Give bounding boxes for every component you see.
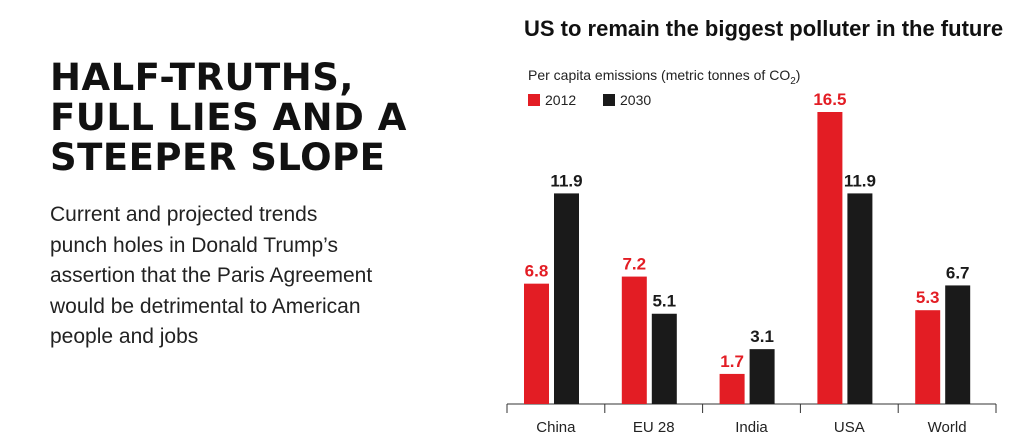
chart-legend: 2012 2030 (528, 92, 651, 108)
data-label-usa-2012: 16.5 (813, 90, 846, 109)
intro-line-2: punch holes in Donald Trump’s (50, 233, 338, 257)
x-tick-label-china: China (536, 419, 576, 436)
x-tick-label-world: World (928, 419, 967, 436)
headline: HALF-TRUTHS, FULL LIES AND A STEEPER SLO… (50, 58, 470, 178)
x-tick-label-usa: USA (834, 419, 865, 436)
legend-swatch-2012 (528, 94, 540, 106)
bar-china-2012 (524, 283, 549, 404)
bar-india-2030 (749, 349, 775, 404)
legend-label-2030: 2030 (620, 92, 651, 108)
bar-india-2012 (719, 373, 745, 404)
bar-usa-2012 (817, 112, 843, 404)
data-label-china-2012: 6.8 (525, 262, 549, 281)
data-label-world-2030: 6.7 (946, 263, 970, 282)
bar-eu-28-2012 (621, 276, 647, 404)
headline-line-2: FULL LIES AND A (50, 96, 407, 139)
data-label-usa-2030: 11.9 (844, 171, 876, 190)
data-label-india-2030: 3.1 (750, 327, 774, 346)
headline-line-3: STEEPER SLOPE (50, 136, 386, 179)
data-label-world-2012: 5.3 (916, 288, 940, 307)
intro-line-3: assertion that the Paris Agreement (50, 264, 373, 287)
intro-line-1: Current and projected trends (50, 203, 318, 226)
data-label-china-2030: 11.9 (550, 171, 582, 190)
intro-line-4: would be detrimental to American (50, 294, 361, 318)
chart-title: US to remain the biggest polluter in the… (524, 16, 1003, 41)
intro-text: Current and projected trends punch holes… (50, 200, 390, 353)
data-label-india-2012: 1.7 (720, 352, 744, 371)
headline-line-1: HALF-TRUTHS, (50, 56, 354, 99)
chart-subtitle-text: Per capita emissions (metric tonnes of C… (528, 67, 790, 83)
chart-subtitle-close: ) (796, 67, 801, 83)
chart-subtitle: Per capita emissions (metric tonnes of C… (528, 67, 800, 87)
x-tick-label-india: India (735, 419, 768, 436)
x-tick-label-eu-28: EU 28 (633, 419, 675, 436)
bar-usa-2030 (847, 193, 873, 404)
bar-eu-28-2030 (651, 313, 677, 404)
legend-label-2012: 2012 (545, 92, 576, 108)
bar-world-2030 (945, 285, 971, 404)
bar-world-2012 (915, 310, 941, 404)
data-label-eu-28-2030: 5.1 (652, 292, 676, 311)
plot-area: 6.8 11.9 China 7.2 5.1 EU 28 1.7 3.1 India 16.5 11… (506, 90, 997, 436)
bar-china-2030 (554, 193, 579, 404)
chart-subtitle-sub: 2 (790, 76, 796, 87)
data-label-eu-28-2012: 7.2 (622, 255, 646, 274)
intro-line-5: people and jobs (50, 325, 199, 348)
legend-swatch-2030 (603, 94, 615, 106)
